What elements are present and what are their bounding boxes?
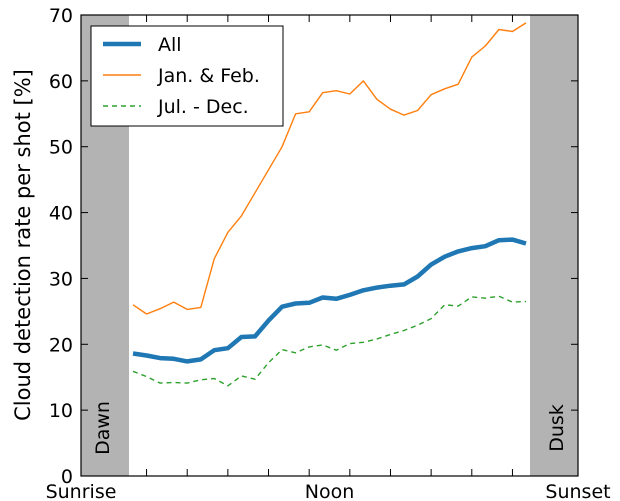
- y-tick-label: 10: [49, 400, 73, 422]
- x-tick-label: Noon: [305, 481, 355, 501]
- series-line-jan-feb: [132, 22, 527, 315]
- y-tick-label: 40: [49, 203, 73, 225]
- y-tick-label: 20: [49, 334, 73, 356]
- series-layer: [132, 22, 527, 387]
- tick-layer: 0 10 20 30 40 50 60 70 Sunrise Noon Sunset: [46, 5, 611, 501]
- legend-label-jan-feb: Jan. & Feb.: [157, 65, 260, 87]
- y-tick-label: 50: [49, 137, 73, 159]
- dawn-label: Dawn: [92, 401, 114, 455]
- x-tick-label: Sunrise: [46, 481, 117, 501]
- y-tick-label: 0: [61, 466, 73, 488]
- y-tick-label: 70: [49, 5, 73, 27]
- y-tick-label: 30: [49, 268, 73, 290]
- dusk-label: Dusk: [546, 404, 568, 452]
- y-axis-label: Cloud detection rate per shot [%]: [11, 69, 35, 421]
- legend-label-jul-dec: Jul. - Dec.: [157, 96, 249, 118]
- series-line-all: [132, 237, 527, 364]
- x-tick-label: Sunset: [545, 481, 610, 501]
- y-tick-label: 60: [49, 71, 73, 93]
- dusk-band: [530, 15, 578, 476]
- series-line-jul-dec: [132, 295, 527, 387]
- legend-label-all: All: [158, 34, 182, 56]
- plot-frame: [80, 14, 579, 477]
- legend: All Jan. & Feb. Jul. - Dec.: [90, 25, 284, 127]
